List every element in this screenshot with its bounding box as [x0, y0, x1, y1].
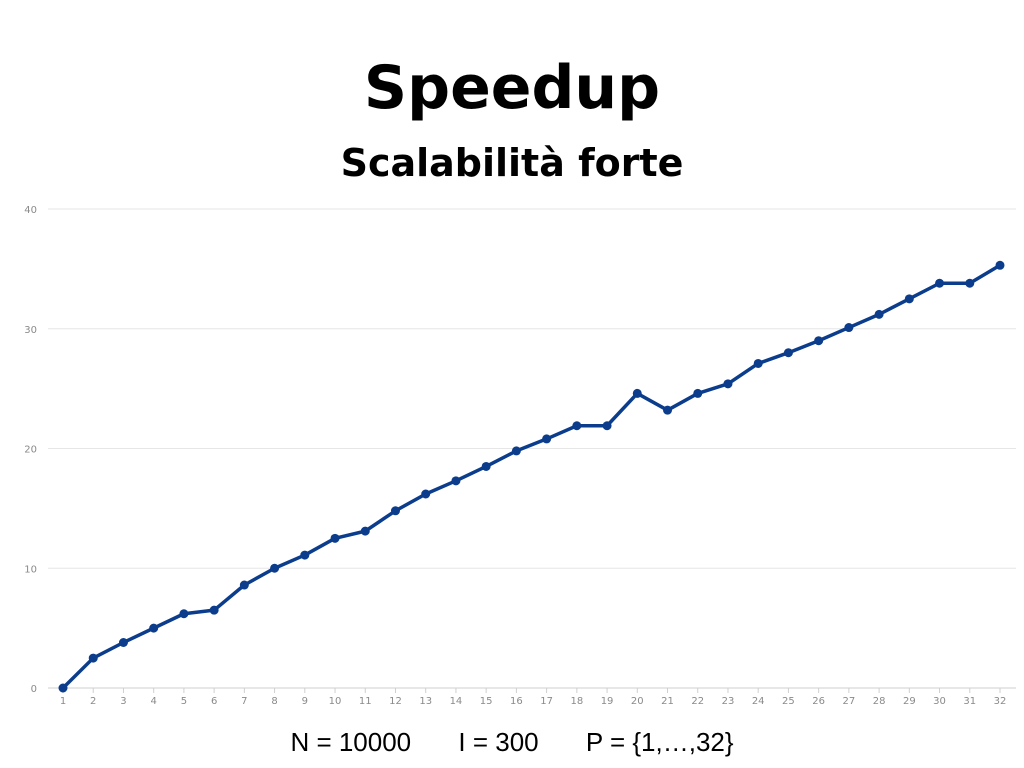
parameters-footer: N = 10000 I = 300 P = {1,…,32} [0, 724, 1024, 760]
x-tick-label: 6 [211, 696, 217, 707]
data-point [814, 336, 824, 346]
data-point [693, 388, 703, 398]
data-point [904, 294, 914, 304]
data-point [300, 550, 310, 560]
y-tick-labels: 0 10 20 30 40 [24, 205, 37, 695]
x-tick-label: 23 [722, 696, 735, 707]
series-layer [58, 260, 1005, 693]
data-point [239, 580, 249, 590]
x-tick-label: 19 [601, 696, 614, 707]
data-point [209, 605, 219, 615]
x-tick-label: 31 [963, 696, 976, 707]
p-parameter: P = {1,…,32} [585, 727, 734, 757]
data-point [572, 421, 582, 431]
data-point [602, 421, 612, 431]
x-tick-label: 3 [120, 696, 126, 707]
data-point [783, 348, 793, 358]
x-tick-label: 5 [181, 696, 187, 707]
x-tick-label: 1 [60, 696, 66, 707]
grid-lines [48, 208, 1016, 569]
x-tick-label: 7 [241, 696, 247, 707]
x-tick-label: 14 [450, 696, 463, 707]
data-point [88, 653, 98, 663]
series-line [61, 263, 1002, 690]
x-tick-label: 18 [570, 696, 583, 707]
x-tick-labels: 1 2 3 4 5 6 7 8 9 10 11 12 13 14 15 16 17 18 19 20 21 22 23 24 2… [60, 688, 1007, 707]
x-tick-label: 2 [90, 696, 96, 707]
y-tick-label: 30 [24, 325, 37, 336]
x-tick-label: 27 [843, 696, 856, 707]
x-tick-label: 29 [903, 696, 916, 707]
x-tick-label: 11 [359, 696, 372, 707]
x-tick-label: 4 [150, 696, 156, 707]
x-tick-label: 24 [752, 696, 765, 707]
y-tick-label: 0 [31, 684, 37, 695]
y-tick-label: 40 [24, 205, 37, 216]
data-point [844, 323, 854, 333]
data-point [118, 637, 128, 647]
data-point [965, 278, 975, 288]
x-tick-label: 22 [691, 696, 704, 707]
data-point [451, 476, 461, 486]
data-point [874, 309, 884, 319]
data-point [421, 489, 431, 499]
y-tick-label: 20 [24, 445, 37, 456]
data-point [179, 609, 189, 619]
data-point [542, 434, 552, 444]
x-tick-label: 17 [540, 696, 553, 707]
i-parameter: I = 300 [458, 727, 539, 757]
x-tick-label: 13 [419, 696, 432, 707]
x-tick-label: 30 [933, 696, 946, 707]
data-point [723, 379, 733, 389]
data-point [632, 388, 642, 398]
x-tick-label: 20 [631, 696, 644, 707]
x-tick-label: 16 [510, 696, 523, 707]
x-tick-label: 28 [873, 696, 886, 707]
data-point [481, 461, 491, 471]
data-point [360, 526, 370, 536]
data-point [330, 533, 340, 543]
data-point [995, 260, 1005, 270]
n-parameter: N = 10000 [290, 727, 412, 757]
x-tick-label: 21 [661, 696, 674, 707]
data-point [663, 405, 673, 415]
x-tick-label: 32 [994, 696, 1007, 707]
x-tick-label: 26 [812, 696, 825, 707]
data-point [390, 506, 400, 516]
chart-title: Speedup [363, 53, 661, 123]
y-tick-label: 10 [24, 564, 37, 575]
x-tick-label: 9 [302, 696, 308, 707]
x-tick-label: 25 [782, 696, 795, 707]
chart-subtitle: Scalabilità forte [340, 141, 684, 185]
data-point [753, 358, 763, 368]
x-tick-label: 15 [480, 696, 493, 707]
data-point [58, 683, 68, 693]
x-tick-label: 8 [271, 696, 277, 707]
x-tick-label: 12 [389, 696, 402, 707]
data-point [149, 623, 159, 633]
x-tick-label: 10 [329, 696, 342, 707]
data-point [935, 278, 945, 288]
data-point [511, 446, 521, 456]
data-point [270, 563, 280, 573]
